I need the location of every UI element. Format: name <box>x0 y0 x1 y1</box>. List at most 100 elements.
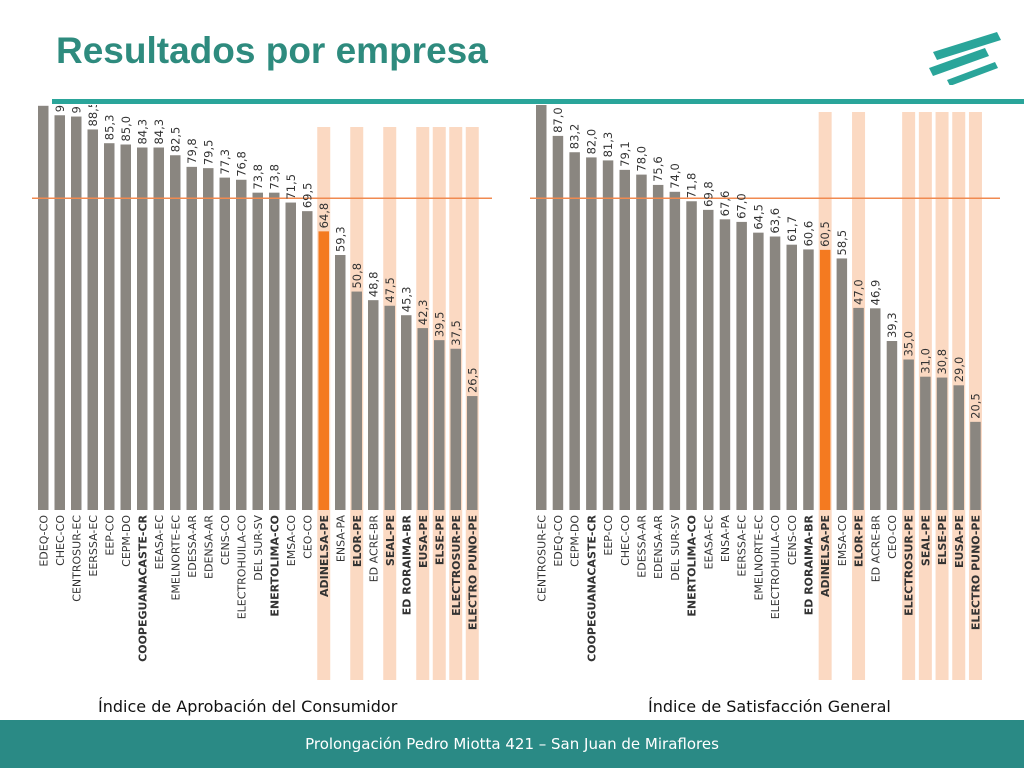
bar-edessa-ar <box>186 166 197 511</box>
category-label: DEL SUR-SV <box>669 515 682 581</box>
category-label: EDEQ-CO <box>552 515 565 567</box>
bar-adinelsa-pe <box>819 249 831 510</box>
category-label: SEAL-PE <box>919 515 932 566</box>
value-label: 31,0 <box>918 348 932 374</box>
value-label: 91,5 <box>69 105 83 114</box>
bar-electrohuila-co <box>236 179 247 510</box>
value-label: 69,8 <box>701 181 715 207</box>
value-label: 82,0 <box>584 129 598 155</box>
bar-electrohuila-co <box>769 236 781 510</box>
page-title: Resultados por empresa <box>56 30 488 71</box>
stripes-logo-icon <box>929 32 1001 85</box>
bar-ensa-pa <box>335 255 346 510</box>
category-label: ELECTROHUILA-CO <box>235 515 248 620</box>
category-label: ADINELSA-PE <box>318 515 331 597</box>
bar-coopeguanacaste-cr <box>586 157 597 510</box>
category-label: EEP-CO <box>103 515 116 556</box>
value-label: 30,8 <box>935 349 949 375</box>
bar-else-pe <box>936 377 948 510</box>
value-label: 79,5 <box>201 140 215 166</box>
value-label: 71,5 <box>284 174 298 200</box>
category-label: EMSA-CO <box>285 515 298 567</box>
value-label: 35,0 <box>902 331 916 357</box>
category-label: EMSA-CO <box>836 515 849 567</box>
value-label: 84,3 <box>152 119 166 145</box>
bar-del-sur-sv <box>252 192 263 510</box>
bar-electro-puno-pe <box>970 421 981 510</box>
bar-ceo-co <box>302 211 313 510</box>
category-label: CEPM-DO <box>569 515 582 567</box>
category-label: ADINELSA-PE <box>819 515 832 597</box>
value-label: 39,3 <box>885 312 899 338</box>
title-divider <box>52 99 1024 104</box>
category-label: EMELNORTE-EC <box>752 515 765 601</box>
bar-ed-acre-br <box>368 300 379 510</box>
bar-edeq-co <box>38 105 49 511</box>
category-label: ELECTRO PUNO-PE <box>969 515 982 630</box>
category-label: CEO-CO <box>886 515 899 559</box>
value-label: 29,0 <box>952 357 966 383</box>
bar-chec-co <box>619 169 630 510</box>
bar-ed-acre-br <box>870 308 881 510</box>
bar-elor-pe <box>351 291 362 510</box>
category-label: ELSE-PE <box>433 515 446 565</box>
bar-eusa-pe <box>953 385 964 510</box>
category-label: ELECTROSUR-PE <box>903 515 916 616</box>
value-label: 75,6 <box>651 156 665 182</box>
bar-eusa-pe <box>417 328 428 510</box>
value-label: 87,0 <box>551 107 565 133</box>
value-label: 47,0 <box>852 279 866 305</box>
bar-enertolima-co <box>269 192 280 510</box>
category-label: ELOR-PE <box>853 515 866 567</box>
value-label: 91,8 <box>53 105 67 112</box>
bar-eeasa-ec <box>153 147 164 510</box>
value-label: 46,9 <box>868 280 882 306</box>
value-label: 58,5 <box>835 230 849 256</box>
category-label: EDEQ-CO <box>37 515 50 567</box>
bar-del-sur-sv <box>669 191 681 511</box>
bar-emsa-co <box>285 202 296 511</box>
bar-eeasa-ec <box>703 209 714 511</box>
value-label: 79,1 <box>618 141 632 167</box>
bar-enertolima-co <box>686 201 697 510</box>
bar-centrosur-ec <box>71 116 82 511</box>
category-label: SEAL-PE <box>384 515 397 566</box>
bar-cens-co <box>219 177 230 511</box>
category-label: ENSA-PA <box>334 515 347 563</box>
category-label: EUSA-PE <box>417 515 430 568</box>
value-label: 37,5 <box>449 320 463 346</box>
bar-eerssa-ec <box>736 221 747 510</box>
category-label: ELECTROSUR-PE <box>450 515 463 616</box>
category-label: ELECTROHUILA-CO <box>769 515 782 620</box>
category-label: ENSA-PA <box>719 515 732 563</box>
bar-seal-pe <box>920 376 931 510</box>
bar-ed-roraima-br <box>803 249 814 511</box>
bar-coopeguanacaste-cr <box>137 147 148 510</box>
value-label: 20,5 <box>968 393 982 419</box>
value-label: 63,6 <box>768 208 782 234</box>
category-label: ED ACRE-BR <box>869 515 882 583</box>
value-label: 74,0 <box>668 163 682 189</box>
bar-electrosur-pe <box>903 359 914 510</box>
value-label: 73,8 <box>267 164 281 190</box>
value-label: 60,5 <box>818 221 832 247</box>
bar-electrosur-pe <box>450 348 461 510</box>
category-label: ENERTOLIMA-CO <box>268 515 281 617</box>
value-label: 64,5 <box>751 204 765 230</box>
category-label: ELSE-PE <box>936 515 949 565</box>
value-label: 59,3 <box>333 226 347 252</box>
bar-edessa-ar <box>636 174 647 510</box>
value-label: 78,0 <box>634 146 648 172</box>
value-label: 39,5 <box>432 312 446 338</box>
value-label: 85,0 <box>119 116 133 142</box>
category-label: CHEC-CO <box>54 515 67 566</box>
category-label: EMELNORTE-EC <box>169 515 182 601</box>
bar-chec-co <box>54 115 65 510</box>
bar-cepm-do <box>569 152 580 511</box>
category-label: CHEC-CO <box>619 515 632 566</box>
bar-emelnorte-ec <box>753 232 764 510</box>
category-label: ED RORAIMA-BR <box>802 514 815 615</box>
value-label: 64,8 <box>317 203 331 229</box>
category-label: ELOR-PE <box>351 515 364 567</box>
bar-seal-pe <box>384 305 395 510</box>
